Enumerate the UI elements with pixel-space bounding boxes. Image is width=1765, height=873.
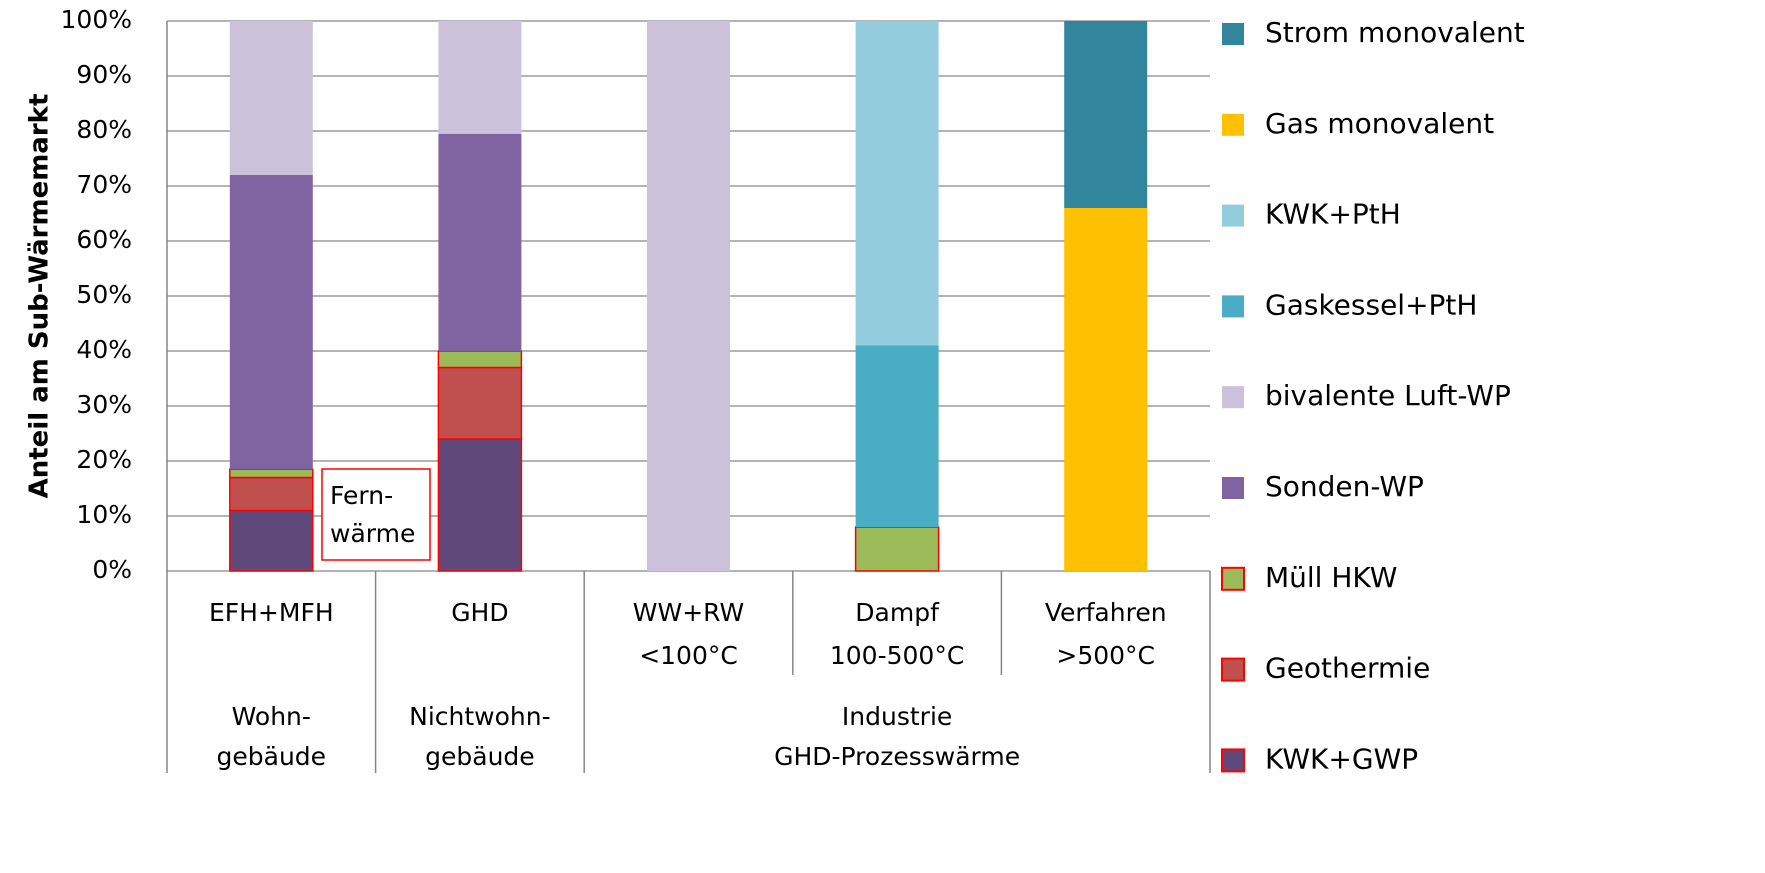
legend-label: KWK+PtH — [1265, 198, 1401, 231]
group-label: Nichtwohn- — [409, 702, 551, 731]
bar-segment — [1064, 208, 1148, 571]
bar-segment — [1064, 21, 1148, 208]
legend-label: Strom monovalent — [1265, 16, 1525, 49]
y-tick-label: 90% — [76, 60, 132, 89]
x-tick-label: Verfahren — [1045, 598, 1167, 627]
group-label: GHD-Prozesswärme — [774, 742, 1020, 771]
bar-segment — [229, 21, 313, 175]
bar-segment — [438, 133, 522, 351]
bar-segment — [647, 21, 730, 571]
bar-segment — [854, 526, 940, 572]
bar-segment — [229, 468, 314, 479]
y-tick-label: 60% — [76, 225, 132, 254]
bar-segment — [438, 21, 522, 134]
annotation: wärme — [330, 519, 415, 548]
group-label: Wohn- — [232, 702, 311, 731]
legend-label: Sonden-WP — [1265, 470, 1424, 503]
x-tick-label: <100°C — [639, 641, 738, 670]
legend-swatch — [1222, 477, 1244, 499]
legend-swatch — [1221, 748, 1245, 773]
legend-label: Gas monovalent — [1265, 107, 1494, 140]
x-tick-label: GHD — [451, 598, 508, 627]
legend-swatch — [1221, 566, 1245, 591]
bar-segment — [229, 476, 314, 512]
group-label: gebäude — [425, 742, 535, 771]
bar-segment — [437, 366, 523, 440]
x-tick-label: >500°C — [1056, 641, 1155, 670]
y-tick-label: 70% — [76, 170, 132, 199]
x-tick-label: 100-500°C — [830, 641, 964, 670]
legend-swatch — [1222, 295, 1244, 318]
x-tick-label: WW+RW — [633, 598, 744, 627]
y-tick-label: 80% — [76, 115, 132, 144]
y-tick-label: 10% — [76, 500, 132, 529]
legend-swatch — [1222, 113, 1244, 136]
y-tick-label: 20% — [76, 445, 132, 474]
legend-swatch — [1221, 657, 1245, 682]
legend-swatch — [1222, 23, 1244, 45]
x-tick-label: Dampf — [855, 598, 940, 627]
legend-label: Gaskessel+PtH — [1265, 288, 1477, 321]
bar-segment — [229, 509, 314, 572]
group-label: Industrie — [842, 702, 952, 731]
legend-swatch — [1222, 386, 1244, 409]
annotation-box — [321, 468, 431, 561]
bar-segment — [855, 21, 939, 346]
legend-label: KWK+GWP — [1265, 742, 1418, 775]
y-tick-label: 100% — [61, 5, 132, 34]
legend-label: bivalente Luft-WP — [1265, 379, 1511, 412]
bar-segment — [855, 345, 939, 527]
y-tick-label: 0% — [92, 555, 132, 584]
x-tick-label: EFH+MFH — [209, 598, 334, 627]
bar-segment — [437, 438, 523, 572]
y-tick-label: 50% — [76, 280, 132, 309]
y-tick-label: 30% — [76, 390, 132, 419]
bar-segment — [229, 175, 313, 470]
group-label: gebäude — [217, 742, 327, 771]
legend-swatch — [1222, 204, 1244, 227]
legend-label: Müll HKW — [1265, 561, 1397, 594]
legend-label: Geothermie — [1265, 652, 1430, 685]
bar-segment — [437, 350, 523, 369]
y-tick-label: 40% — [76, 335, 132, 364]
y-axis-title: Anteil am Sub-Wärmemarkt — [25, 94, 55, 499]
annotation: Fern- — [330, 481, 393, 510]
